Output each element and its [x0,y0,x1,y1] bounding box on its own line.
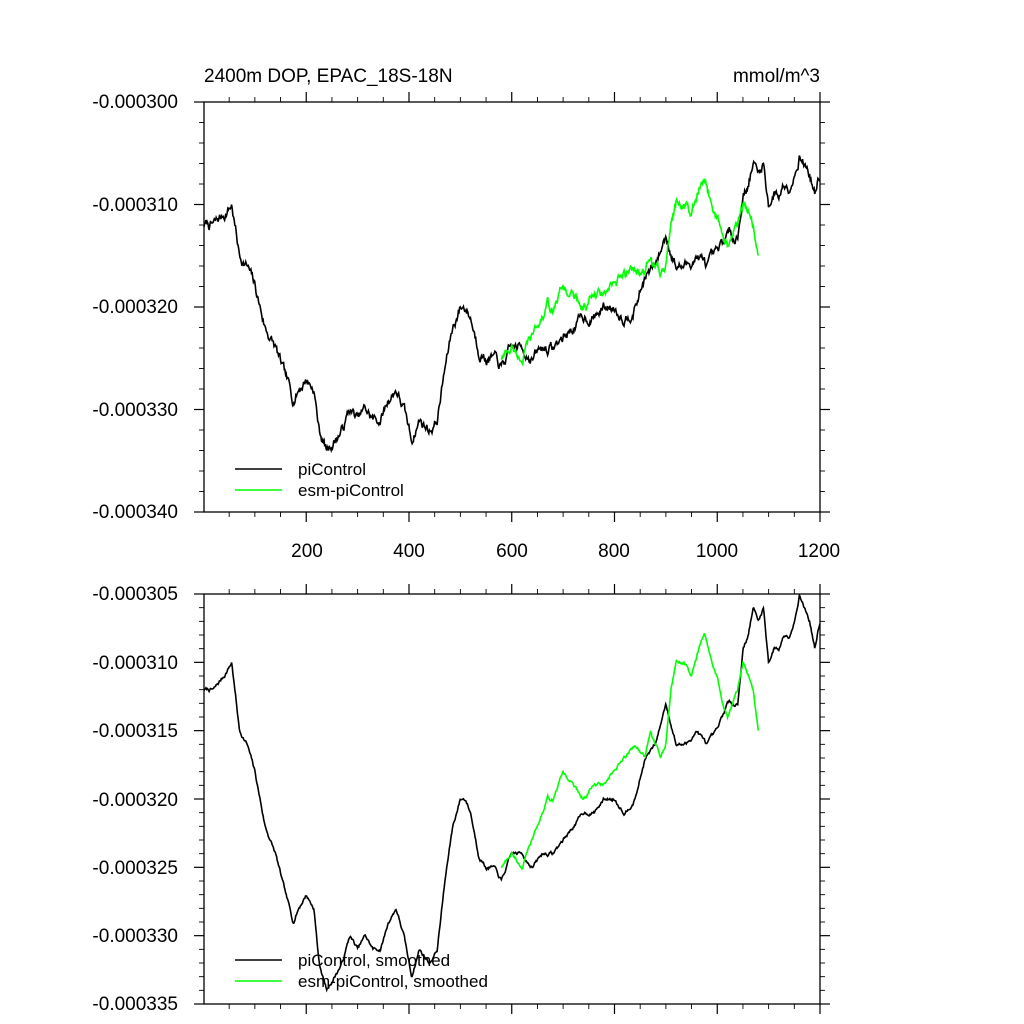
panel-1-xtick-label-4: 1000 [696,541,738,562]
esm-picontrol-smoothed-line [500,632,760,871]
panel-2-ytick-label-2: -0.000315 [92,721,178,742]
panel-2-major-ticks [194,584,830,1014]
panel-1-ytick-label-2: -0.000320 [92,297,178,318]
panel-2-ytick-label-0: -0.000305 [92,584,178,605]
panel-2-ytick-label-6: -0.000335 [92,994,178,1015]
esm-picontrol-line [500,178,760,367]
panel-1-xtick-label-5: 1200 [798,541,840,562]
panel-1-minor-ticks [199,97,825,517]
panel-2-frame [203,593,821,1005]
legend-label-picontrol-smoothed: piControl, smoothed [298,951,450,970]
panel-1-ytick-label-1: -0.000310 [92,195,178,216]
panel-1: 2400m DOP, EPAC_18S-18N mmol/m^3 -0.0003… [92,66,840,562]
panel-1-series [203,155,821,454]
legend-label-esm-picontrol-smoothed: esm-piControl, smoothed [298,972,488,991]
panel-1-xtick-label-3: 800 [598,541,630,562]
legend-label-picontrol: piControl [298,460,366,479]
panel-2-ytick-label-4: -0.000325 [92,858,178,879]
panel-2-minor-ticks [199,589,825,1009]
panel-1-xtick-label-1: 400 [393,541,425,562]
picontrol-line [203,155,821,454]
panel-1-ytick-label-0: -0.000300 [92,92,178,113]
picontrol-smoothed-line [203,593,821,993]
panel-2-ytick-label-3: -0.000320 [92,790,178,811]
panel-1-frame [203,101,821,513]
panel-2-ytick-label-1: -0.000310 [92,653,178,674]
panel-1-major-ticks [194,92,830,522]
panel-1-xtick-label-2: 600 [496,541,528,562]
panel-1-legend: piControl esm-piControl [235,460,404,500]
panel-1-xtick-label-0: 200 [291,541,323,562]
panel-1-ytick-label-3: -0.000330 [92,400,178,421]
panel-1-ytick-label-4: -0.000340 [92,502,178,523]
panel-2-ytick-label-5: -0.000330 [92,926,178,947]
legend-label-esm-picontrol: esm-piControl [298,481,404,500]
panel-1-units: mmol/m^3 [733,66,820,87]
panel-1-title: 2400m DOP, EPAC_18S-18N [204,66,453,87]
panel-2-legend: piControl, smoothed esm-piControl, smoot… [235,951,488,991]
panel-2: -0.000305 -0.000310 -0.000315 -0.000320 … [92,584,830,1015]
panel-2-series [203,593,821,993]
